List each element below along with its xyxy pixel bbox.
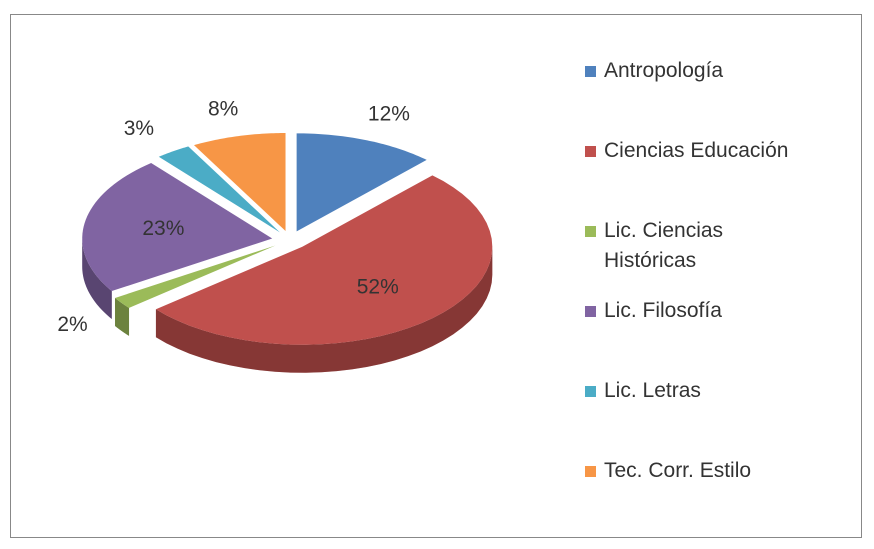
slice-side	[155, 246, 493, 373]
legend: Antropología Ciencias Educación Lic. Cienc…	[585, 56, 815, 536]
legend-label: Lic. Filosofía	[604, 299, 722, 322]
chart-frame	[10, 14, 862, 538]
legend-swatch	[585, 226, 596, 237]
slice-side	[115, 297, 130, 336]
legend-item: Antropología	[585, 56, 815, 136]
data-label: 23%	[142, 217, 184, 240]
legend-swatch	[585, 146, 596, 157]
slice	[296, 133, 427, 232]
slice-side-shade	[115, 297, 130, 336]
slice	[82, 163, 273, 292]
legend-swatch	[585, 466, 596, 477]
data-label: 12%	[368, 103, 410, 126]
legend-swatch	[585, 66, 596, 77]
legend-label: Antropología	[604, 59, 724, 82]
slice	[193, 133, 286, 232]
slice-side-shade	[82, 238, 112, 320]
legend-item: Ciencias Educación	[585, 136, 815, 216]
slice-tops	[82, 133, 493, 345]
slice	[155, 175, 493, 345]
slice	[115, 245, 276, 308]
legend-label: Lic. Letras	[604, 379, 701, 402]
legend-label: Ciencias Educación	[604, 139, 789, 162]
data-label: 52%	[357, 276, 399, 299]
legend-item: Tec. Corr. Estilo	[585, 456, 815, 536]
data-label: 8%	[208, 97, 238, 120]
legend-swatch	[585, 386, 596, 397]
legend-label: Lic. Ciencias Históricas	[604, 219, 724, 272]
legend-item: Lic. Ciencias Históricas	[585, 216, 815, 296]
legend-swatch	[585, 306, 596, 317]
data-label: 3%	[124, 117, 154, 140]
slice	[158, 146, 280, 233]
data-label: 2%	[57, 313, 87, 336]
slice-side-shade	[155, 246, 493, 373]
slice-side	[82, 238, 112, 320]
slice-sides	[82, 238, 493, 373]
legend-label: Tec. Corr. Estilo	[604, 459, 752, 482]
legend-item: Lic. Filosofía	[585, 296, 815, 376]
legend-item: Lic. Letras	[585, 376, 815, 456]
